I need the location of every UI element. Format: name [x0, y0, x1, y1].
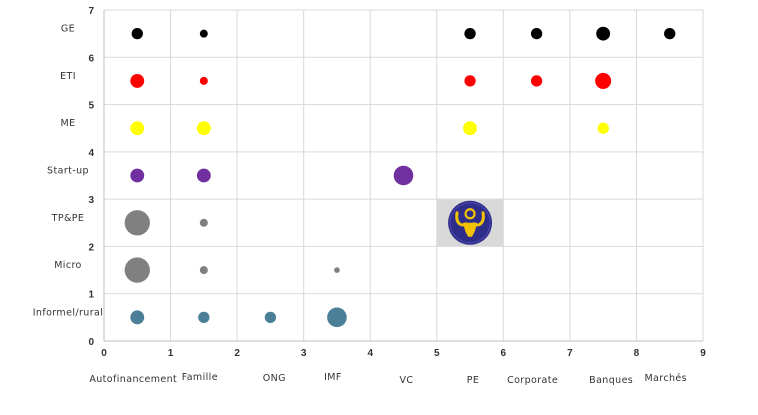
y-tick-label: 4 [88, 148, 94, 159]
bubble-point [393, 165, 414, 186]
bubble-point [130, 168, 145, 183]
bubble-point [130, 121, 145, 136]
x-category-label: Banques [589, 375, 633, 386]
y-category-label: TP&PE [51, 213, 85, 224]
bubble-point [196, 121, 211, 136]
logo-ring [449, 202, 491, 244]
y-tick-label: 0 [88, 337, 94, 348]
x-category-label: PE [467, 375, 480, 386]
logo-head [463, 222, 478, 237]
data-points [124, 26, 676, 328]
bubble-point [196, 168, 211, 183]
y-tick-label: 3 [88, 195, 94, 206]
logo-emblem [448, 200, 493, 245]
x-tick-label: 6 [501, 348, 507, 359]
y-tick-label: 7 [88, 6, 94, 17]
y-tick-label: 1 [88, 290, 94, 301]
bubble-point [463, 121, 477, 136]
y-category-label: ME [61, 118, 76, 129]
bubble-point [199, 266, 208, 275]
y-category-label: Start-up [47, 166, 89, 177]
bubble-point [596, 26, 611, 41]
y-tick-label: 5 [88, 101, 94, 112]
bubble-point [124, 257, 150, 283]
x-tick-label: 4 [367, 348, 373, 359]
bubble-point [327, 307, 347, 328]
bubble-point [595, 72, 612, 89]
bubble-point [199, 76, 208, 85]
x-category-label: Corporate [507, 375, 558, 386]
bubble-point [597, 122, 609, 134]
bubble-point [198, 311, 210, 324]
x-category-label: Autofinancement [89, 374, 177, 385]
bubble-point [530, 75, 543, 87]
bubble-point [130, 74, 145, 88]
bubble-point [199, 29, 208, 38]
x-category-label: Famille [182, 372, 218, 383]
axes [103, 10, 703, 342]
x-tick-label: 7 [567, 348, 573, 359]
bubble-point [131, 27, 143, 40]
bubble-point [199, 218, 208, 227]
bubble-point [464, 27, 476, 40]
y-category-label: Informel/rural [33, 307, 104, 318]
x-tick-label: 9 [700, 348, 706, 359]
x-tick-label: 1 [168, 348, 174, 359]
x-tick-label: 8 [634, 348, 640, 359]
x-category-label: ONG [263, 373, 286, 384]
y-category-label: GE [61, 24, 75, 35]
tick-labels: 0 1 2 3 4 5 6 7 8 9 0 1 2 3 4 5 6 7 [88, 6, 706, 359]
x-tick-label: 2 [234, 348, 240, 359]
y-category-label: ETI [60, 71, 76, 82]
x-category-label: Marchés [644, 373, 687, 384]
bubble-point [464, 75, 476, 87]
x-category-label: IMF [324, 372, 342, 383]
x-category-label: VC [400, 375, 414, 386]
x-tick-label: 0 [101, 348, 107, 359]
x-tick-label: 5 [434, 348, 440, 359]
y-category-label: Micro [54, 260, 82, 271]
y-tick-label: 6 [88, 53, 94, 64]
bubble-point [130, 310, 145, 325]
category-labels: Autofinancement Famille ONG IMF VC PE Corporat… [33, 24, 687, 386]
bubble-point [664, 27, 676, 40]
bubble-point [124, 210, 150, 236]
bubble-point [264, 311, 277, 324]
x-tick-label: 3 [301, 348, 307, 359]
bubble-point [530, 27, 543, 40]
y-tick-label: 2 [88, 242, 94, 253]
bubble-point [334, 267, 340, 273]
logo-orb [464, 208, 476, 220]
